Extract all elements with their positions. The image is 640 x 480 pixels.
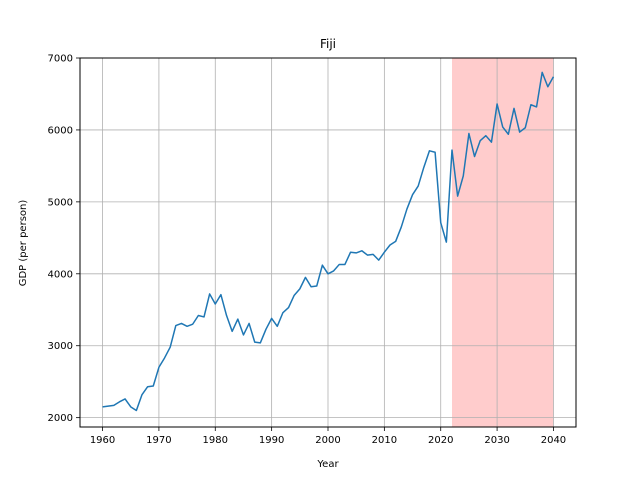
x-axis-label: Year (316, 459, 339, 470)
x-tick-label: 1980 (203, 435, 228, 446)
tick-layer: 1960 1970 1980 1990 2000 2010 2020 2030 2040 2000… (48, 54, 567, 447)
x-tick-label: 2020 (428, 435, 453, 446)
y-tick-label: 6000 (48, 125, 73, 136)
x-tick-label: 1990 (259, 435, 284, 446)
x-tick-label: 1970 (146, 435, 171, 446)
x-tick-label: 2010 (372, 435, 397, 446)
series-line-0 (102, 71, 555, 412)
y-tick-label: 4000 (48, 269, 73, 280)
x-tick-label: 2040 (541, 435, 566, 446)
y-tick-label: 5000 (48, 197, 73, 208)
chart-title: Fiji (320, 37, 336, 51)
highlight-band-layer (452, 58, 554, 427)
y-tick-label: 7000 (48, 54, 73, 65)
y-tick-label: 3000 (48, 341, 73, 352)
x-tick-label: 2000 (315, 435, 340, 446)
y-tick-label: 2000 (48, 413, 73, 424)
y-axis-label: GDP (per person) (18, 200, 29, 287)
forecast-highlight-band (452, 58, 554, 427)
x-tick-label: 1960 (90, 435, 115, 446)
series-line-layer (102, 71, 555, 412)
x-tick-label: 2030 (484, 435, 509, 446)
